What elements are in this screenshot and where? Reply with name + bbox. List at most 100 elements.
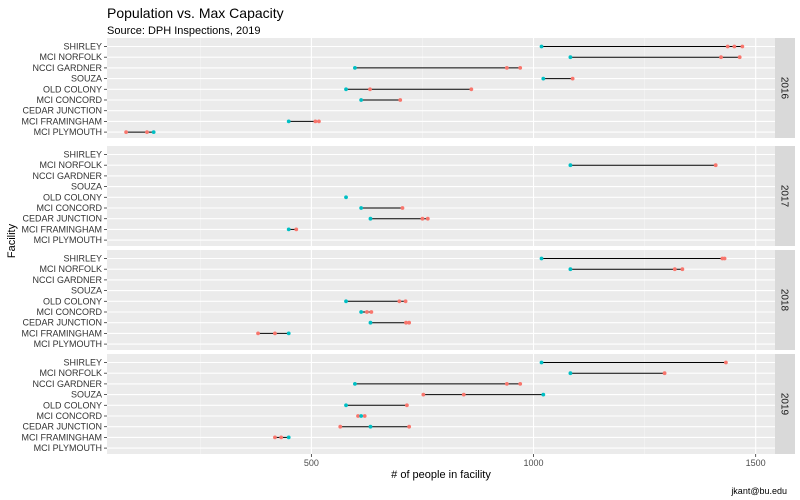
panel-background — [107, 354, 775, 454]
panel-background — [107, 250, 775, 350]
chart-title: Population vs. Max Capacity — [107, 5, 284, 21]
y-tick-label: SOUZA — [71, 182, 102, 192]
strip-label: 2018 — [779, 289, 790, 312]
capacity-point — [286, 227, 291, 232]
y-tick-label: MCI CONCORD — [37, 307, 103, 317]
y-tick-label: MCI NORFOLK — [39, 264, 102, 274]
capacity-point — [568, 267, 573, 272]
y-tick-label: SOUZA — [71, 390, 102, 400]
x-tick-label: 1500 — [746, 458, 766, 468]
strip-background — [775, 250, 795, 350]
y-tick-label: MCI PLYMOUTH — [34, 339, 102, 349]
population-point — [145, 130, 149, 135]
y-tick-label: NCCI GARDNER — [32, 275, 102, 285]
capacity-point — [368, 320, 373, 325]
y-tick-label: SHIRLEY — [63, 42, 102, 52]
y-tick-label: CEDAR JUNCTION — [22, 214, 102, 224]
population-point — [362, 414, 367, 418]
y-tick-label: MCI CONCORD — [37, 203, 103, 213]
y-tick-label: NCCI GARDNER — [32, 171, 102, 181]
y-tick-label: SHIRLEY — [63, 150, 102, 160]
population-point — [294, 227, 299, 232]
population-point — [504, 66, 509, 70]
capacity-point — [344, 195, 348, 200]
y-tick-label: CEDAR JUNCTION — [22, 106, 102, 116]
population-point — [672, 267, 677, 272]
population-point — [420, 216, 425, 221]
y-axis-title: Facility — [6, 223, 18, 258]
y-tick-label: MCI PLYMOUTH — [34, 235, 102, 245]
capacity-point — [539, 44, 544, 49]
x-tick-label: 1000 — [524, 458, 544, 468]
population-point — [279, 435, 284, 440]
population-point — [405, 403, 409, 408]
capacity-point — [368, 424, 373, 429]
capacity-point — [286, 435, 291, 440]
strip-label: 2017 — [779, 185, 790, 208]
y-tick-label: NCCI GARDNER — [32, 379, 102, 389]
y-tick-label: OLD COLONY — [43, 84, 102, 94]
capacity-point — [568, 163, 573, 168]
capacity-point — [151, 130, 156, 135]
capacity-point — [541, 76, 546, 81]
y-tick-label: MCI CONCORD — [37, 95, 103, 105]
population-point — [356, 414, 360, 418]
y-tick-label: CEDAR JUNCTION — [22, 318, 102, 328]
capacity-point — [344, 299, 348, 304]
y-tick-label: SOUZA — [71, 74, 102, 84]
population-point — [722, 256, 727, 261]
population-point — [425, 216, 430, 221]
capacity-point — [359, 310, 364, 314]
y-tick-label: OLD COLONY — [43, 296, 102, 306]
caption: jkant@bu.edu — [730, 486, 787, 496]
x-axis: 500 1000 1500 — [304, 454, 766, 468]
capacity-point — [359, 414, 364, 418]
population-point — [662, 371, 667, 376]
population-point — [518, 382, 523, 386]
y-tick-label: OLD COLONY — [43, 192, 102, 202]
population-point — [680, 267, 685, 272]
capacity-point — [353, 66, 357, 70]
y-tick-label: NCCI GARDNER — [32, 63, 102, 73]
capacity-point — [368, 216, 373, 221]
population-point — [469, 87, 474, 92]
strip-background — [775, 354, 795, 454]
y-tick-label: MCI PLYMOUTH — [34, 443, 102, 453]
population-point — [407, 424, 412, 429]
population-point — [461, 392, 466, 397]
population-point — [404, 320, 408, 325]
capacity-point — [539, 256, 544, 261]
y-tick-label: MCI NORFOLK — [39, 160, 102, 170]
population-point — [369, 310, 374, 314]
strip-background — [775, 146, 795, 246]
y-tick-label: SHIRLEY — [63, 254, 102, 264]
y-tick-label: MCI FRAMINGHAM — [22, 328, 103, 338]
y-tick-label: MCI NORFOLK — [39, 52, 102, 62]
population-point — [403, 299, 408, 304]
population-point — [421, 392, 426, 397]
y-tick-label: MCI CONCORD — [37, 411, 103, 421]
population-point — [273, 331, 277, 336]
population-point — [397, 299, 402, 304]
y-tick-label: MCI NORFOLK — [39, 368, 102, 378]
capacity-point — [568, 55, 573, 60]
population-point — [313, 119, 318, 124]
x-tick-label: 500 — [304, 458, 319, 468]
y-tick-label: SHIRLEY — [63, 358, 102, 368]
population-point — [724, 360, 728, 365]
population-point — [407, 320, 412, 325]
population-point — [737, 55, 742, 60]
y-tick-label: MCI FRAMINGHAM — [22, 116, 103, 126]
y-tick-label: SOUZA — [71, 286, 102, 296]
capacity-point — [541, 392, 546, 397]
capacity-point — [344, 87, 348, 92]
capacity-point — [359, 98, 364, 102]
population-point — [398, 98, 403, 102]
population-point — [273, 435, 277, 440]
y-tick-label: OLD COLONY — [43, 400, 102, 410]
